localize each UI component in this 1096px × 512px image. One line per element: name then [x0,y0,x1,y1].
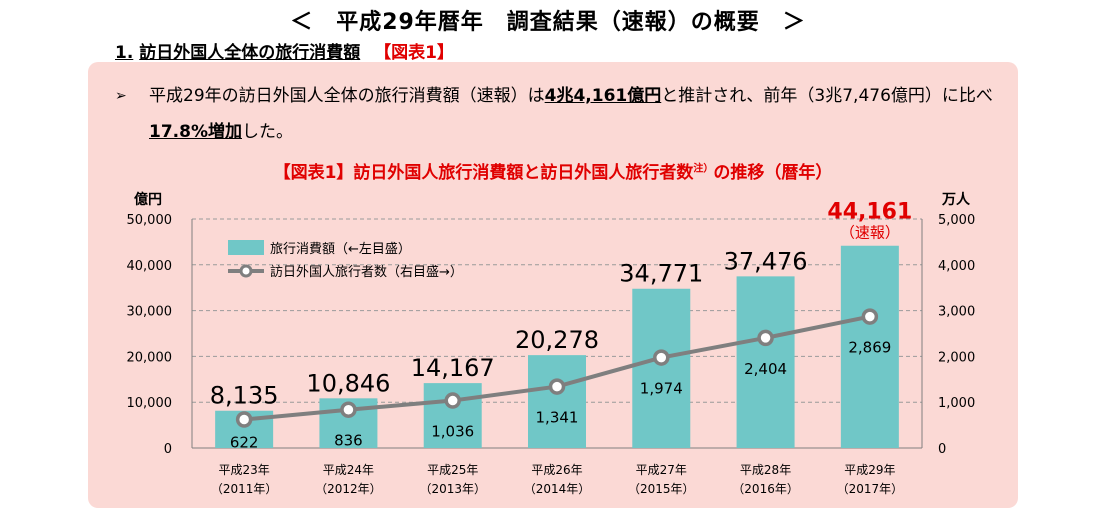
bar [736,276,795,448]
section-heading: 1. 訪日外国人全体の旅行消費額 【図表1】 [115,38,454,63]
summary-text-2: と推計され、前年（3兆7,476億円）に比べ [661,86,993,106]
bar [528,355,586,448]
summary-amount: 4兆4,161億円 [544,86,662,106]
right-tick-label: 3,000 [938,305,975,320]
line-point [444,392,461,409]
bar [632,288,691,448]
x-tick-era: 平成24年 [323,463,374,477]
right-tick-label: 0 [938,442,946,457]
bullet-icon: ➢ [115,88,127,104]
line-point [548,378,566,395]
x-tick-era: 平成25年 [427,463,478,477]
left-tick-label: 10,000 [127,396,173,411]
line-point [757,329,774,347]
x-tick-era: 平成28年 [740,463,791,477]
left-tick-label: 30,000 [127,305,173,320]
bar-value-label: 10,846 [306,369,390,397]
x-tick-year: （2013年） [419,482,486,496]
line-point [653,349,670,366]
section-title: 訪日外国人全体の旅行消費額 [139,43,361,63]
chart-title: 【図表1】訪日外国人旅行消費額と訪日外国人旅行者数注）の推移（暦年） [88,158,1018,183]
summary-text-3: した。 [241,122,293,142]
page-title: ＜ 平成29年暦年 調査結果（速報）の概要 ＞ [290,10,806,35]
legend-bar-swatch [228,240,264,255]
line-value-label: 622 [230,434,259,452]
bar-value-label: 8,135 [210,382,279,410]
bar-value-label: 20,278 [515,326,599,354]
line-point [235,411,253,428]
bar [840,245,899,448]
line-value-label: 1,341 [536,409,579,427]
right-unit-label: 万人 [941,191,971,208]
x-tick-year: （2015年） [628,482,695,496]
bar-value-label: 44,161 [827,200,912,225]
x-tick-era: 平成23年 [219,463,270,477]
line-point [861,308,879,325]
x-tick-era: 平成29年 [844,463,895,477]
bar-value-label: 14,167 [411,354,495,382]
left-tick-label: 0 [164,442,172,457]
left-tick-label: 40,000 [127,259,173,274]
x-tick-year: （2011年） [211,482,278,496]
left-tick-label: 50,000 [127,213,173,228]
x-tick-year: （2017年） [837,482,904,496]
left-unit-label: 億円 [134,191,162,208]
section-number: 1. [115,43,134,63]
legend-line-marker [239,264,253,278]
right-tick-label: 4,000 [938,259,975,274]
line-value-label: 836 [334,432,363,450]
summary-paragraph: ➢ 平成29年の訪日外国人全体の旅行消費額（速報）は4兆4,161億円と推計され… [115,78,1005,150]
preliminary-note: （速報） [840,224,900,242]
x-tick-year: （2012年） [315,482,382,496]
x-tick-era: 平成26年 [531,463,582,477]
legend-bar-label: 旅行消費額（←左目盛） [270,242,411,257]
x-tick-year: （2014年） [524,482,591,496]
left-tick-label: 20,000 [127,350,173,365]
line-value-label: 2,404 [744,360,787,378]
legend-line-label: 訪日外国人旅行者数（右目盛→） [270,264,463,280]
x-tick-era: 平成27年 [636,463,687,477]
x-tick-year: （2016年） [732,482,799,496]
line-point [340,401,357,418]
chart-title-note: 注） [693,163,714,175]
line-value-label: 2,869 [848,339,891,357]
section-ref: 【図表1】 [374,43,454,63]
right-tick-label: 1,000 [938,396,975,411]
line-value-label: 1,974 [640,380,683,398]
bar-value-label: 37,476 [724,247,808,275]
right-tick-label: 5,000 [938,213,975,228]
summary-text-1: 平成29年の訪日外国人全体の旅行消費額（速報）は [149,86,545,106]
chart-title-suffix: の推移（暦年） [713,163,833,183]
right-tick-label: 2,000 [938,350,975,365]
line-value-label: 1,036 [431,423,474,441]
bar-value-label: 34,771 [619,260,703,288]
summary-growth: 17.8%増加 [149,122,242,142]
chart-title-main: 【図表1】訪日外国人旅行消費額と訪日外国人旅行者数 [273,163,694,183]
